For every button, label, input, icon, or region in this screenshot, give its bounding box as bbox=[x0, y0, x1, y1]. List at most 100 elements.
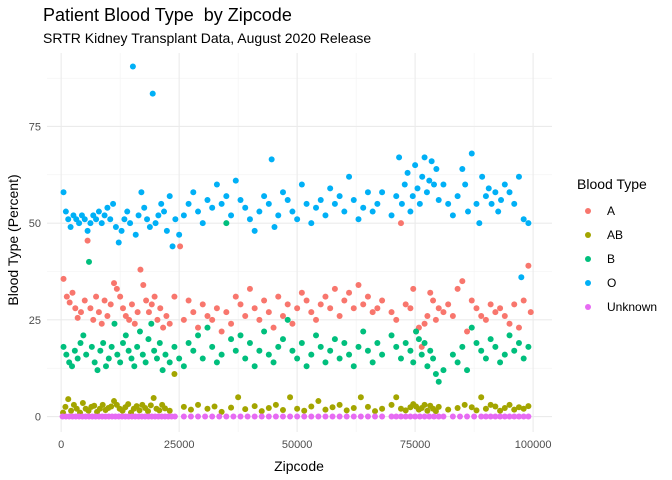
data-point bbox=[346, 173, 353, 180]
data-point bbox=[424, 407, 431, 414]
data-point bbox=[482, 355, 489, 362]
data-point bbox=[158, 200, 165, 207]
data-point bbox=[190, 189, 197, 196]
data-point bbox=[413, 328, 420, 335]
data-point bbox=[388, 309, 395, 316]
data-point bbox=[128, 301, 135, 308]
data-point bbox=[462, 181, 469, 188]
data-point bbox=[409, 193, 416, 200]
data-point bbox=[270, 359, 277, 366]
data-point bbox=[209, 343, 216, 350]
data-point bbox=[65, 396, 72, 403]
data-point bbox=[492, 189, 499, 196]
data-point bbox=[146, 224, 153, 231]
x-axis-title: Zipcode bbox=[274, 458, 324, 474]
data-point bbox=[97, 347, 104, 354]
data-point bbox=[195, 413, 202, 420]
data-point bbox=[464, 413, 471, 420]
data-point bbox=[242, 406, 249, 413]
data-point bbox=[303, 297, 310, 304]
x-tick-label: 75000 bbox=[400, 439, 431, 451]
data-point bbox=[147, 402, 154, 409]
data-point bbox=[449, 413, 456, 420]
data-point bbox=[421, 154, 428, 161]
data-point bbox=[440, 413, 447, 420]
data-point bbox=[449, 351, 456, 358]
data-point bbox=[154, 316, 161, 323]
axis-labels: 0 25000 50000 75000 100000 0 25 50 75 bbox=[29, 121, 552, 451]
data-point bbox=[410, 359, 417, 366]
data-point bbox=[258, 413, 265, 420]
data-point bbox=[117, 359, 124, 366]
data-point bbox=[506, 413, 513, 420]
data-point bbox=[478, 394, 485, 401]
data-point bbox=[111, 280, 118, 287]
data-point bbox=[171, 370, 178, 377]
data-point bbox=[60, 275, 67, 282]
data-point bbox=[315, 398, 322, 405]
data-point bbox=[329, 404, 336, 411]
data-point bbox=[440, 309, 447, 316]
data-point bbox=[396, 154, 403, 161]
data-point bbox=[99, 401, 106, 408]
data-point bbox=[473, 340, 480, 347]
data-point bbox=[454, 405, 461, 412]
legend-label: A bbox=[607, 204, 615, 218]
data-point bbox=[301, 413, 308, 420]
data-point bbox=[322, 293, 329, 300]
data-point bbox=[144, 216, 151, 223]
data-point bbox=[107, 216, 114, 223]
data-point bbox=[401, 181, 408, 188]
data-point bbox=[91, 359, 98, 366]
data-point bbox=[213, 305, 220, 312]
data-point bbox=[445, 200, 452, 207]
data-point bbox=[62, 403, 69, 410]
grid-lines bbox=[47, 53, 552, 432]
series-unknown bbox=[59, 413, 532, 420]
data-point bbox=[294, 405, 301, 412]
data-point bbox=[459, 343, 466, 350]
data-point bbox=[136, 407, 143, 414]
data-point bbox=[515, 340, 522, 347]
data-point bbox=[100, 340, 107, 347]
data-point bbox=[160, 324, 167, 331]
data-point bbox=[495, 208, 502, 215]
data-point bbox=[113, 285, 120, 292]
data-point bbox=[209, 204, 216, 211]
data-point bbox=[185, 297, 192, 304]
data-point bbox=[125, 347, 132, 354]
data-point bbox=[228, 212, 235, 219]
data-point bbox=[156, 340, 163, 347]
data-point bbox=[251, 305, 258, 312]
data-point bbox=[153, 355, 160, 362]
data-point bbox=[360, 204, 367, 211]
data-point bbox=[478, 312, 485, 319]
data-point bbox=[156, 407, 163, 414]
data-point bbox=[355, 343, 362, 350]
data-point bbox=[237, 301, 244, 308]
data-point bbox=[95, 208, 102, 215]
data-point bbox=[166, 320, 173, 327]
data-point bbox=[341, 208, 348, 215]
y-axis-title: Blood Type (Percent) bbox=[5, 174, 21, 305]
data-point bbox=[497, 407, 504, 414]
data-point bbox=[171, 413, 178, 420]
data-point bbox=[185, 200, 192, 207]
data-point bbox=[379, 413, 386, 420]
data-point bbox=[527, 309, 534, 316]
data-point bbox=[350, 305, 357, 312]
data-point bbox=[199, 220, 206, 227]
legend: Blood Type A AB BO Unknown bbox=[577, 176, 657, 314]
data-point bbox=[525, 220, 532, 227]
data-point bbox=[261, 328, 268, 335]
data-point bbox=[369, 309, 376, 316]
data-point bbox=[91, 402, 98, 409]
data-point bbox=[204, 196, 211, 203]
data-point bbox=[74, 314, 81, 321]
data-point bbox=[525, 413, 532, 420]
data-point bbox=[87, 220, 94, 227]
data-point bbox=[482, 405, 489, 412]
data-point bbox=[506, 320, 513, 327]
data-point bbox=[488, 200, 495, 207]
data-point bbox=[402, 301, 409, 308]
